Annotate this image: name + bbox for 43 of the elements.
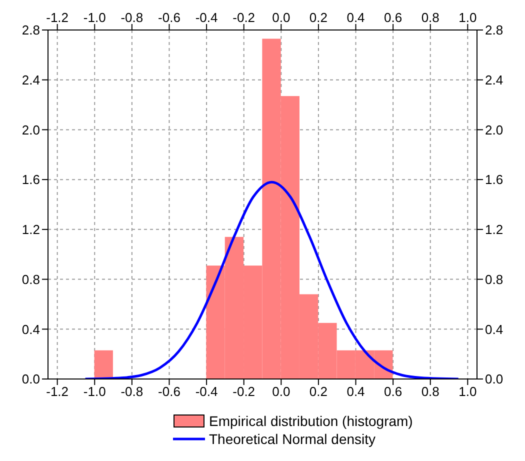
y-tick-label: 1.6	[22, 172, 40, 188]
x-tick-label: -0.4	[195, 10, 218, 25]
x2-tick-label: -0.6	[158, 384, 180, 400]
x2-tick-label: -1.2	[46, 384, 69, 400]
x-tick-label: -0.2	[232, 10, 256, 25]
x-tick-label: -0.6	[158, 10, 180, 25]
x-tick-label: 0.4	[346, 10, 365, 25]
x2-tick-label: -1.0	[83, 384, 106, 400]
x2-tick-label: -0.8	[120, 384, 144, 400]
x2-tick-label: 0.6	[384, 384, 402, 400]
x2-tick-label: 1.0	[458, 384, 477, 400]
x-tick-label: 0.8	[421, 10, 440, 25]
y-tick-label: 2.8	[22, 22, 40, 38]
y2-tick-label: 2.8	[485, 22, 504, 38]
x-tick-label: 0.0	[272, 10, 290, 25]
y2-tick-label: 0.4	[485, 322, 504, 337]
legend-label: Empirical distribution (histogram)	[209, 413, 413, 429]
y-tick-label: 0.8	[22, 272, 40, 287]
y-tick-label: 2.4	[22, 72, 40, 88]
x-tick-label: -0.8	[120, 10, 144, 25]
y2-tick-label: 1.6	[485, 172, 504, 188]
x-tick-label: -1.0	[83, 10, 106, 25]
x2-tick-label: 0.0	[272, 384, 290, 400]
x-tick-label: 0.2	[309, 10, 328, 25]
x2-tick-label: 0.2	[309, 384, 328, 400]
y-tick-label: 2.0	[22, 122, 40, 138]
y2-tick-label: 0.8	[485, 272, 504, 287]
y2-tick-label: 0.0	[485, 372, 504, 387]
x2-tick-label: 0.4	[346, 384, 365, 400]
y2-tick-label: 2.4	[485, 72, 504, 88]
x-tick-label: -1.2	[46, 10, 69, 25]
y2-tick-label: 2.0	[485, 122, 504, 138]
x-tick-label: 1.0	[458, 10, 477, 25]
x2-tick-label: -0.4	[195, 384, 218, 400]
y-tick-label: 1.2	[22, 222, 40, 238]
y-tick-label: 0.0	[22, 372, 40, 387]
x-tick-label: 0.6	[384, 10, 402, 25]
x2-tick-label: 0.8	[421, 384, 440, 400]
legend-label: Theoretical Normal density	[209, 431, 376, 447]
line-series	[84, 180, 460, 379]
y2-tick-label: 1.2	[485, 222, 504, 238]
y-tick-label: 0.4	[22, 322, 40, 337]
x2-tick-label: -0.2	[232, 384, 256, 400]
